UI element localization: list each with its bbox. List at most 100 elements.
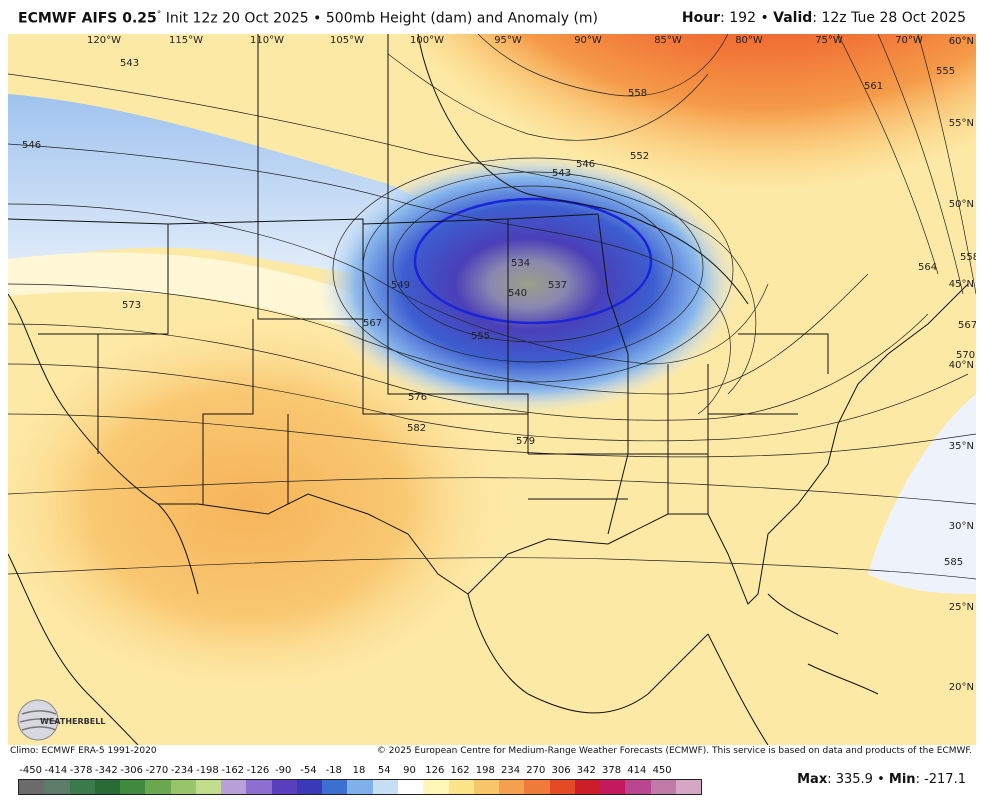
contour-labels: 543 546 558 552 546 543 561 555 573 549 … xyxy=(22,58,976,568)
climo-note: Climo: ECMWF ERA-5 1991-2020 xyxy=(10,746,157,756)
lat-label: 35°N xyxy=(949,441,974,452)
legend-tick-label: 234 xyxy=(501,765,521,776)
stats-bullet: • xyxy=(877,772,885,787)
max-value: 335.9 xyxy=(835,772,873,787)
valid-info: Hour: 192 • Valid: 12z Tue 28 Oct 2025 xyxy=(681,10,966,26)
legend-swatch xyxy=(69,780,95,794)
legend-tick-label: -198 xyxy=(196,765,219,776)
contour-label: 567 xyxy=(363,318,382,329)
lon-label: 115°W xyxy=(169,35,203,46)
lon-label: 80°W xyxy=(735,35,763,46)
copyright-note: © 2025 European Centre for Medium-Range … xyxy=(376,746,972,756)
legend-swatch xyxy=(448,780,474,794)
low-anomaly xyxy=(318,154,738,414)
legend-tick-label: -126 xyxy=(246,765,270,776)
legend-tick-label: -270 xyxy=(145,765,169,776)
lon-label: 70°W xyxy=(895,35,923,46)
legend-tick-label: 450 xyxy=(652,765,672,776)
legend-swatch xyxy=(549,780,575,794)
contour-label: 540 xyxy=(508,288,527,299)
contour-label: 552 xyxy=(630,151,649,162)
legend-swatch xyxy=(322,780,348,794)
contour-label: 546 xyxy=(576,159,595,170)
valid-value: 12z Tue 28 Oct 2025 xyxy=(821,10,966,26)
lat-label: 45°N xyxy=(949,279,974,290)
legend-tick-label: -54 xyxy=(300,765,317,776)
logo-text: WEATHERBELL xyxy=(40,717,105,726)
legend-swatch xyxy=(625,780,651,794)
legend-tick-label: 18 xyxy=(352,765,366,776)
contour-label: 558 xyxy=(628,88,647,99)
legend-tick-label: -90 xyxy=(275,765,292,776)
lat-label: 40°N xyxy=(949,360,974,371)
lon-label: 120°W xyxy=(87,35,121,46)
lon-label: 110°W xyxy=(250,35,284,46)
contour-label: 576 xyxy=(408,392,427,403)
min-label: Min xyxy=(888,772,916,787)
nw-neutral-band xyxy=(8,252,428,334)
legend-tick-label: -414 xyxy=(44,765,68,776)
contour-label: 543 xyxy=(552,168,571,179)
contour-label: 579 xyxy=(516,436,535,447)
legend-tick-label: 306 xyxy=(551,765,571,776)
legend-tick-label: -306 xyxy=(120,765,144,776)
legend-swatch xyxy=(120,780,146,794)
valid-label: Valid xyxy=(773,10,813,26)
lon-label: 75°W xyxy=(815,35,843,46)
latitude-labels: 60°N 55°N 50°N 45°N 40°N 35°N 30°N 25°N … xyxy=(949,36,974,693)
contour-label: 561 xyxy=(864,81,883,92)
legend-tick-label: 54 xyxy=(377,765,391,776)
political-boundaries xyxy=(8,34,969,745)
legend-tick-label: -234 xyxy=(170,765,194,776)
legend-swatch xyxy=(94,780,121,794)
legend-tick-label: -450 xyxy=(19,765,42,776)
lon-label: 105°W xyxy=(330,35,364,46)
legend-swatch xyxy=(221,780,247,794)
init-time: Init 12z 20 Oct 2025 xyxy=(165,10,309,27)
east-light-area xyxy=(868,394,976,594)
legend-tick-label: 342 xyxy=(576,765,596,776)
legend-swatch xyxy=(574,780,601,794)
hour-value: 192 xyxy=(729,10,756,26)
legend-swatch xyxy=(195,780,222,794)
legend-swatch xyxy=(524,780,550,794)
legend-swatch xyxy=(44,780,70,794)
legend-swatch xyxy=(347,780,373,794)
contour-label: 570 xyxy=(956,350,975,361)
lat-label: 50°N xyxy=(949,199,974,210)
legend-swatch xyxy=(246,780,272,794)
legend-tick-label: -342 xyxy=(95,765,118,776)
legend-swatch xyxy=(372,780,398,794)
contour-label: 546 xyxy=(22,140,41,151)
lat-label: 20°N xyxy=(949,682,974,693)
legend-swatch xyxy=(650,780,676,794)
contour-label: 543 xyxy=(120,58,139,69)
contour-label: 555 xyxy=(936,66,955,77)
legend-tick-label: 162 xyxy=(450,765,470,776)
contour-label: 585 xyxy=(944,557,963,568)
legend-swatch xyxy=(397,780,424,794)
legend-tick-label: 378 xyxy=(602,765,622,776)
legend-ticks: -450 -414 -378 -342 -306 -270 -234 -198 -162 -126… xyxy=(10,765,710,779)
color-legend xyxy=(18,779,702,795)
legend-swatch xyxy=(423,780,449,794)
legend-swatch xyxy=(675,780,702,794)
lat-label: 60°N xyxy=(949,36,974,47)
lon-label: 100°W xyxy=(410,35,444,46)
max-min-stats: Max: 335.9 • Min: -217.1 xyxy=(797,772,966,787)
legend-tick-label: -18 xyxy=(325,765,342,776)
legend-swatch xyxy=(19,780,45,794)
lat-label: 25°N xyxy=(949,602,974,613)
contour-label: 555 xyxy=(471,331,490,342)
weatherbell-logo: WEATHERBELL xyxy=(17,699,105,741)
max-label: Max xyxy=(797,772,828,787)
legend-swatch xyxy=(499,780,525,794)
low-center-contour xyxy=(413,197,653,325)
legend-tick-label: -162 xyxy=(221,765,245,776)
legend-swatch xyxy=(271,780,297,794)
legend-tick-label: 198 xyxy=(475,765,495,776)
contour-label: 537 xyxy=(548,280,567,291)
model-name: ECMWF AIFS 0.25 xyxy=(18,10,157,27)
sw-warm-anomaly xyxy=(8,314,508,694)
contour-label: 534 xyxy=(511,258,530,269)
